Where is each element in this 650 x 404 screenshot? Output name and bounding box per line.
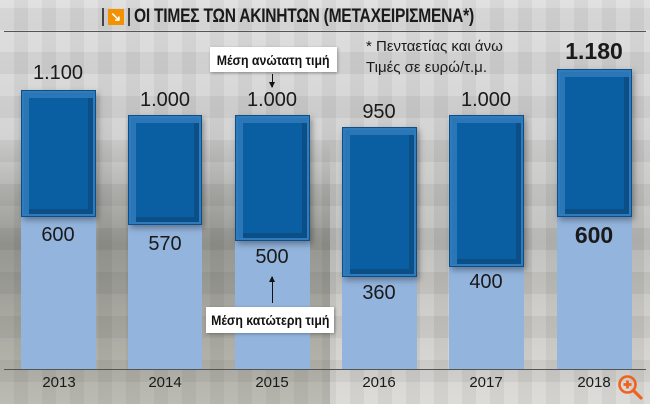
x-tick-2017: 2017: [469, 374, 503, 391]
bar-lower-2013: [21, 210, 96, 369]
arrow-down-icon: [269, 74, 275, 88]
value-upper-2017: 1.000: [460, 89, 512, 111]
title-divider: [101, 8, 104, 26]
value-upper-2016: 950: [362, 101, 396, 123]
x-axis: [4, 369, 646, 370]
down-right-arrow-icon: ↘: [107, 9, 124, 25]
callout-upper-label: Μέση ανώτατη τιμή: [217, 51, 330, 68]
bar-upper-2017: [449, 115, 524, 267]
x-tick-2014: 2014: [148, 374, 182, 391]
bar-lower-2018: [557, 210, 632, 369]
x-tick-2016: 2016: [362, 374, 396, 391]
value-lower-2013: 600: [41, 224, 75, 246]
bar-lower-2014: [128, 220, 202, 369]
chart-title: ΟΙ ΤΙΜΕΣ ΤΩΝ ΑΚΙΝΗΤΩΝ (ΜΕΤΑΧΕΙΡΙΣΜΕΝΑ*): [133, 6, 474, 27]
x-tick-2015: 2015: [255, 374, 289, 391]
callout-lower-price: Μέση κατώτερη τιμή: [206, 307, 334, 333]
x-tick-2018: 2018: [577, 374, 611, 391]
value-lower-2014: 570: [148, 233, 182, 255]
callout-lower-label: Μέση κατώτερη τιμή: [210, 312, 330, 328]
bar-lower-2016: [342, 272, 417, 369]
bar-upper-2016: [342, 127, 417, 277]
value-lower-2018: 600: [574, 222, 614, 248]
title-divider: [127, 8, 130, 26]
value-upper-2014: 1.000: [139, 89, 191, 111]
note-period: * Πενταετίας και άνω: [366, 38, 503, 55]
value-upper-2018: 1.180: [565, 38, 623, 64]
bar-upper-2013: [21, 90, 96, 217]
bar-upper-2014: [128, 115, 202, 225]
bar-lower-2017: [449, 262, 524, 369]
x-tick-2013: 2013: [42, 374, 76, 391]
bar-upper-2018: [557, 69, 632, 217]
zoom-in-icon[interactable]: [616, 373, 644, 401]
callout-upper-price: Μέση ανώτατη τιμή: [210, 47, 337, 72]
value-lower-2015: 500: [255, 246, 289, 268]
chart-header: ↘ ΟΙ ΤΙΜΕΣ ΤΩΝ ΑΚΙΝΗΤΩΝ (ΜΕΤΑΧΕΙΡΙΣΜΕΝΑ*…: [0, 4, 650, 30]
bar-upper-2015: [235, 115, 310, 241]
arrow-up-icon: [269, 276, 275, 303]
value-upper-2013: 1.100: [32, 62, 84, 84]
value-lower-2016: 360: [362, 282, 396, 304]
value-lower-2017: 400: [469, 271, 503, 293]
title-rule: [4, 31, 646, 32]
value-upper-2015: 1.000: [246, 89, 298, 111]
note-units: Τιμές σε ευρώ/τ.μ.: [366, 59, 487, 76]
